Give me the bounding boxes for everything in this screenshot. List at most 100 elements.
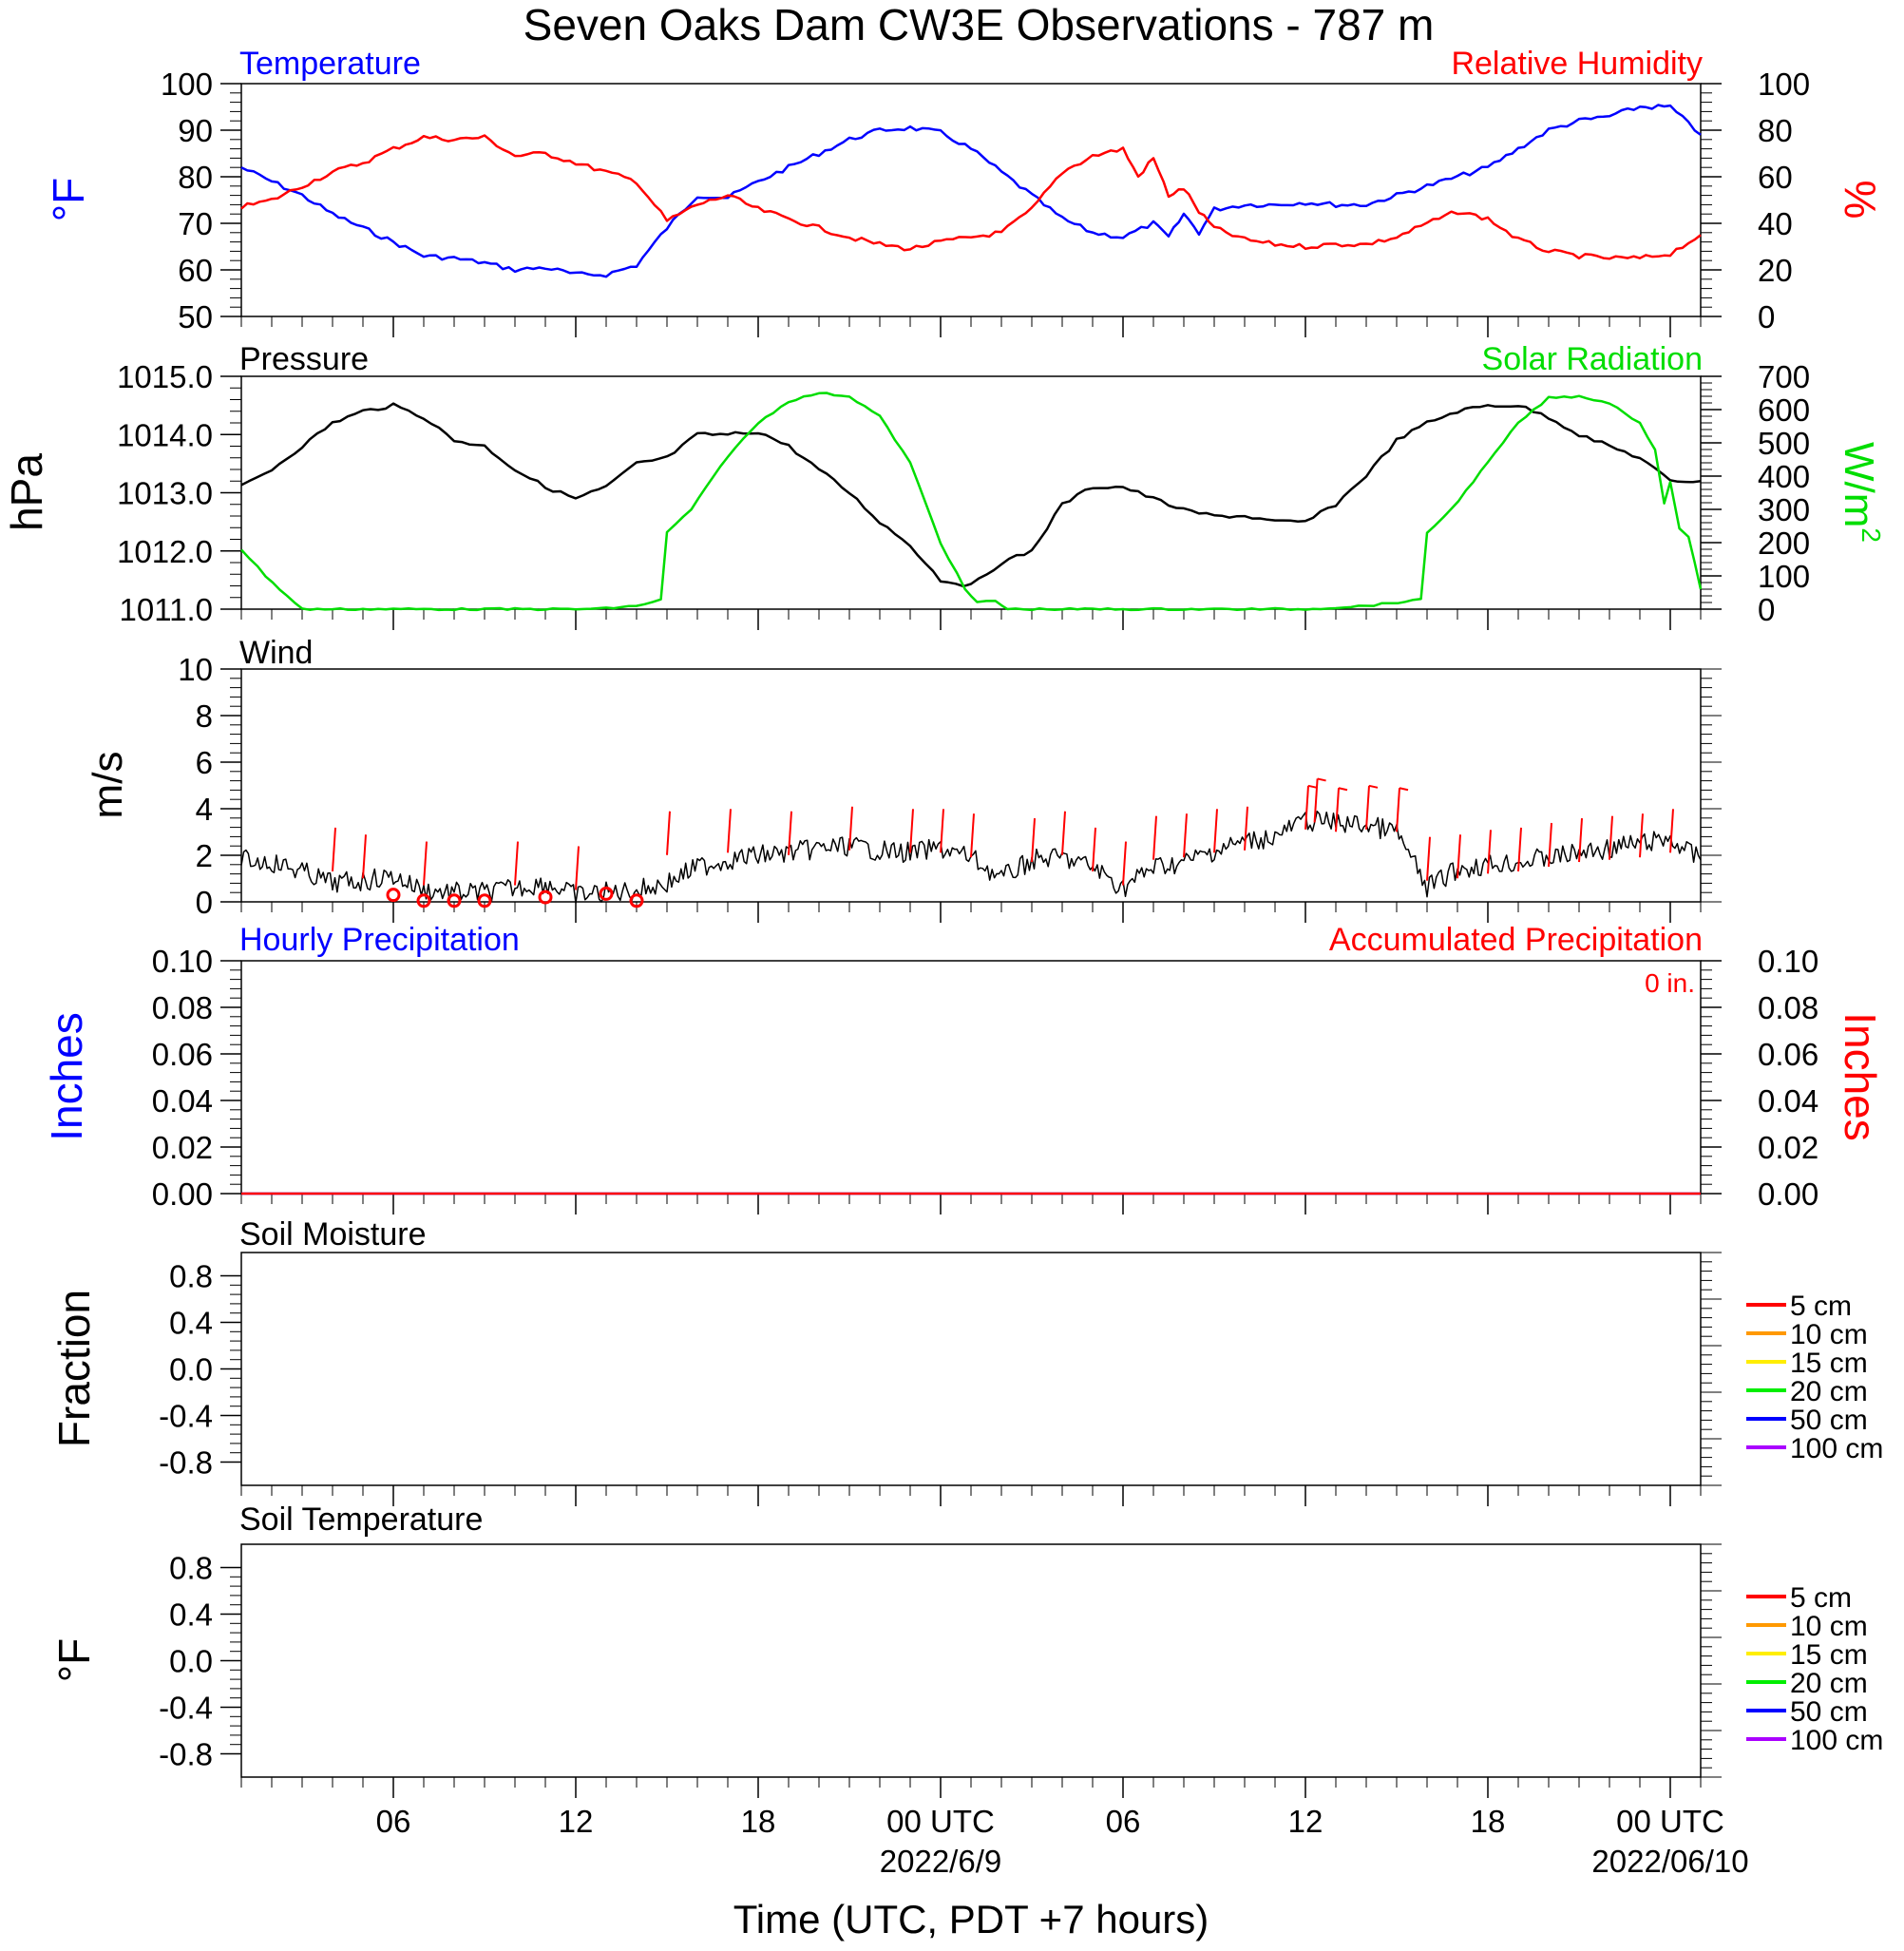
y-tick-label-left: -0.4 — [159, 1691, 213, 1726]
wind-barb — [940, 809, 944, 853]
ylabel-soil-moisture: Fraction — [49, 1290, 99, 1447]
wind-barb — [1213, 809, 1218, 853]
y-tick-label-left: 6 — [196, 745, 213, 780]
accumulated-precip-total: 0 in. — [1645, 968, 1695, 998]
ylabel-temperature: °F — [44, 178, 93, 222]
panel-title-accumulated-precipitation: Accumulated Precipitation — [1329, 922, 1703, 958]
legend-label: 5 cm — [1790, 1582, 1852, 1614]
panel-title-wind: Wind — [239, 635, 313, 671]
legend-label: 100 cm — [1790, 1433, 1883, 1464]
y-tick-label-left: -0.8 — [159, 1445, 213, 1481]
y-tick-label-left: 4 — [196, 792, 213, 827]
wind-barb — [514, 841, 519, 886]
ylabel-soil-temperature: °F — [49, 1638, 99, 1683]
y-tick-label-left: 0.02 — [152, 1130, 213, 1165]
legend-label: 15 cm — [1790, 1639, 1868, 1671]
y-tick-label-right: 300 — [1758, 492, 1810, 527]
wind-barb — [1061, 811, 1066, 855]
panel-soil-temperature: Soil Temperature °F — [49, 1502, 1702, 1778]
wind-barb-flag — [1307, 784, 1318, 789]
wind-barb — [1122, 841, 1127, 886]
panel-temperature-humidity: Temperature Relative Humidity °F % — [44, 46, 1885, 317]
panel-title-pressure: Pressure — [239, 341, 369, 377]
y-tick-label-right: 600 — [1758, 392, 1810, 428]
ylabel-accumulated-precipitation: Inches — [1836, 1012, 1885, 1141]
series-line-solar-radiation — [240, 392, 1703, 612]
y-tick-label-right: 0.00 — [1758, 1176, 1818, 1212]
ylabel-solar-superscript: 2 — [1856, 527, 1886, 543]
calm-wind-marker — [416, 893, 431, 909]
legend-label: 100 cm — [1790, 1725, 1883, 1756]
panel-title-soil-temperature: Soil Temperature — [239, 1502, 483, 1538]
wind-barb — [1578, 818, 1583, 863]
y-tick-label-left: 90 — [178, 113, 213, 148]
wind-barb — [1092, 827, 1096, 871]
wind-barb — [1426, 836, 1431, 881]
y-tick-label-left: 10 — [178, 652, 213, 687]
x-tick-label: 18 — [1471, 1804, 1506, 1839]
y-tick-label-left: 0.10 — [152, 944, 213, 979]
figure-title: Seven Oaks Dam CW3E Observations - 787 m — [524, 0, 1435, 49]
y-tick-label-right: 700 — [1758, 359, 1810, 394]
legend-label: 10 cm — [1790, 1611, 1868, 1642]
y-tick-label-left: 60 — [178, 253, 213, 288]
panel-title-soil-moisture: Soil Moisture — [239, 1216, 427, 1253]
y-tick-label-left: 1014.0 — [117, 417, 213, 452]
wind-barb — [362, 834, 367, 879]
wind-barb — [1365, 785, 1370, 830]
y-tick-label-right: 100 — [1758, 67, 1810, 102]
x-tick-label: 12 — [559, 1804, 594, 1839]
calm-wind-marker — [447, 893, 462, 909]
wind-barb — [1244, 806, 1248, 851]
y-tick-label-left: 8 — [196, 698, 213, 734]
y-tick-label-left: 0.4 — [169, 1306, 213, 1341]
y-tick-label-left: 1011.0 — [120, 592, 213, 627]
x-tick-label: 12 — [1288, 1804, 1323, 1839]
wind-barb — [970, 813, 975, 858]
y-tick-label-left: 0.08 — [152, 990, 213, 1025]
y-tick-label-left: 0 — [196, 885, 213, 920]
y-tick-label-right: 40 — [1758, 206, 1793, 241]
y-tick-label-left: 0.8 — [169, 1259, 213, 1294]
wind-barb — [1669, 809, 1674, 853]
wind-barb — [423, 841, 428, 886]
y-tick-label-left: 1013.0 — [117, 476, 213, 511]
wind-barb — [1313, 778, 1319, 823]
wind-barb — [1031, 818, 1036, 863]
legend-label: 20 cm — [1790, 1376, 1868, 1407]
y-tick-label-left: 1015.0 — [117, 359, 213, 394]
ylabel-pressure: hPa — [2, 453, 51, 531]
y-tick-label-right: 0.08 — [1758, 990, 1818, 1025]
wind-barb — [1152, 815, 1157, 860]
series-line-pressure — [240, 402, 1702, 588]
y-tick-label-right: 400 — [1758, 459, 1810, 494]
y-tick-label-left: 0.4 — [169, 1597, 213, 1633]
y-tick-label-right: 0.04 — [1758, 1083, 1818, 1119]
panel-pressure-solar: Pressure Solar Radiation hPa W/m2 — [2, 341, 1886, 610]
wind-barb — [332, 827, 336, 871]
y-tick-label-right: 80 — [1758, 113, 1793, 148]
wind-barb — [727, 809, 732, 853]
wind-barb — [1609, 815, 1613, 860]
calm-wind-marker — [386, 888, 401, 903]
wind-barb — [1304, 785, 1309, 830]
y-tick-label-right: 0.10 — [1758, 944, 1818, 979]
series-line-relative-humidity — [240, 134, 1702, 260]
panel-title-hourly-precipitation: Hourly Precipitation — [239, 922, 520, 958]
wind-barb — [1517, 827, 1522, 871]
x-tick-label: 06 — [1106, 1804, 1141, 1839]
y-tick-label-left: 0.04 — [152, 1083, 213, 1119]
calm-wind-marker — [538, 889, 553, 905]
y-tick-label-right: 0.06 — [1758, 1037, 1818, 1072]
y-tick-label-left: 100 — [161, 67, 213, 102]
wind-barb — [1548, 822, 1552, 868]
ylabel-solar-radiation: W/m2 — [1836, 442, 1886, 543]
wind-barb-flag — [1368, 784, 1379, 789]
y-tick-label-left: 2 — [196, 838, 213, 873]
legend-label: 50 cm — [1790, 1696, 1868, 1728]
y-tick-label-left: 1012.0 — [117, 534, 213, 569]
y-tick-label-right: 200 — [1758, 526, 1810, 561]
wind-barb — [909, 809, 914, 853]
y-tick-label-left: 80 — [178, 160, 213, 195]
